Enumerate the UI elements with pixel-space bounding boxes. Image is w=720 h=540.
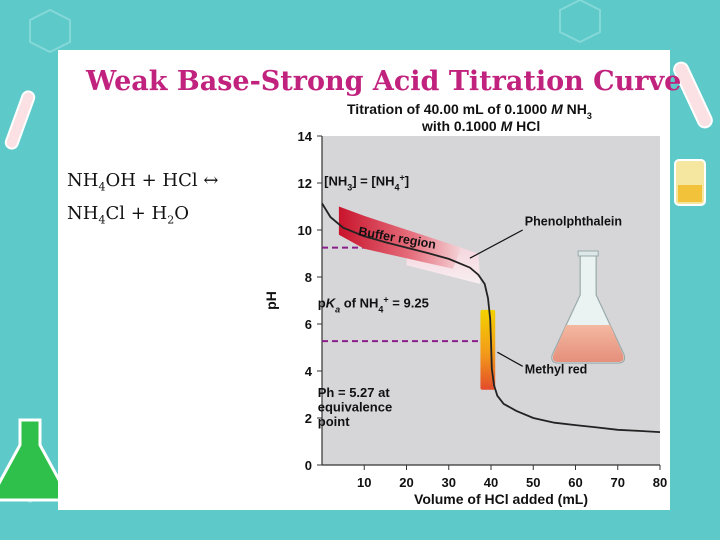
x-tick-label: 20 bbox=[399, 475, 413, 490]
test-tube-icon bbox=[673, 61, 713, 129]
titration-curve-group bbox=[321, 202, 661, 433]
y-tick-label: 10 bbox=[298, 223, 312, 238]
x-tick-label: 50 bbox=[526, 475, 540, 490]
phenolphthalein-label: Phenolphthalein bbox=[525, 214, 622, 228]
slide-title: Weak Base-Strong Acid Titration Curve bbox=[86, 66, 682, 97]
chart-title-line-2: with 0.1000 M HCl bbox=[421, 118, 540, 134]
chart-title: Titration of 40.00 mL of 0.1000 M NH3wit… bbox=[347, 101, 592, 134]
x-tick-label: 80 bbox=[653, 475, 667, 490]
annotations: [NH3] = [NH4+]Buffer regionPhenolphthale… bbox=[318, 172, 622, 429]
plot-area bbox=[322, 136, 660, 465]
equation-line-2: NH4Cl + H2O bbox=[67, 202, 189, 227]
y-tick-label: 8 bbox=[305, 270, 312, 285]
pka-label: pKa of NH4+ = 9.25 bbox=[318, 295, 429, 315]
equivalence-label-line: equivalence bbox=[318, 399, 392, 414]
y-tick-label: 12 bbox=[298, 176, 312, 191]
x-tick-label: 40 bbox=[484, 475, 498, 490]
y-tick-label: 0 bbox=[305, 458, 312, 473]
x-tick-label: 70 bbox=[611, 475, 625, 490]
y-axis-label: pH bbox=[263, 291, 279, 310]
titration-curve bbox=[321, 202, 661, 433]
x-axis-label: Volume of HCl added (mL) bbox=[414, 491, 588, 507]
x-tick-label: 10 bbox=[357, 475, 371, 490]
methyl-red-label: Methyl red bbox=[525, 362, 588, 376]
methyl-red-pointer bbox=[497, 351, 523, 367]
x-tick-label: 60 bbox=[568, 475, 582, 490]
axes: 0 2 4 6 8 10 12 14 10 20 30 40 50 60 70 80 Volume of HCl… bbox=[263, 129, 667, 507]
chart-title-line-1: Titration of 40.00 mL of 0.1000 M NH3 bbox=[347, 101, 592, 121]
titration-chart: Titration of 40.00 mL of 0.1000 M NH3wit… bbox=[263, 101, 667, 507]
flask-liquid bbox=[552, 325, 624, 362]
equation-line-1: NH4OH + HCl ↔ bbox=[67, 170, 219, 194]
x-tick-label: 30 bbox=[442, 475, 456, 490]
test-tube-icon-left bbox=[4, 90, 36, 150]
flask-rim bbox=[577, 250, 599, 257]
y-tick-label: 2 bbox=[305, 411, 312, 426]
flask-illustration bbox=[551, 250, 626, 364]
equivalence-label-line: Ph = 5.27 at bbox=[318, 385, 391, 400]
y-tick-label: 14 bbox=[298, 129, 313, 144]
y-tick-label: 4 bbox=[305, 364, 313, 379]
y-tick-label: 6 bbox=[305, 317, 312, 332]
reaction-equation: NH4OH + HCl ↔ NH4Cl + H2O bbox=[67, 168, 218, 233]
equivalence-label-line: point bbox=[318, 414, 350, 429]
phenolphthalein-pointer bbox=[469, 229, 523, 259]
beaker-icon bbox=[674, 159, 706, 206]
equal-concentration-label: [NH3] = [NH4+] bbox=[324, 172, 409, 192]
